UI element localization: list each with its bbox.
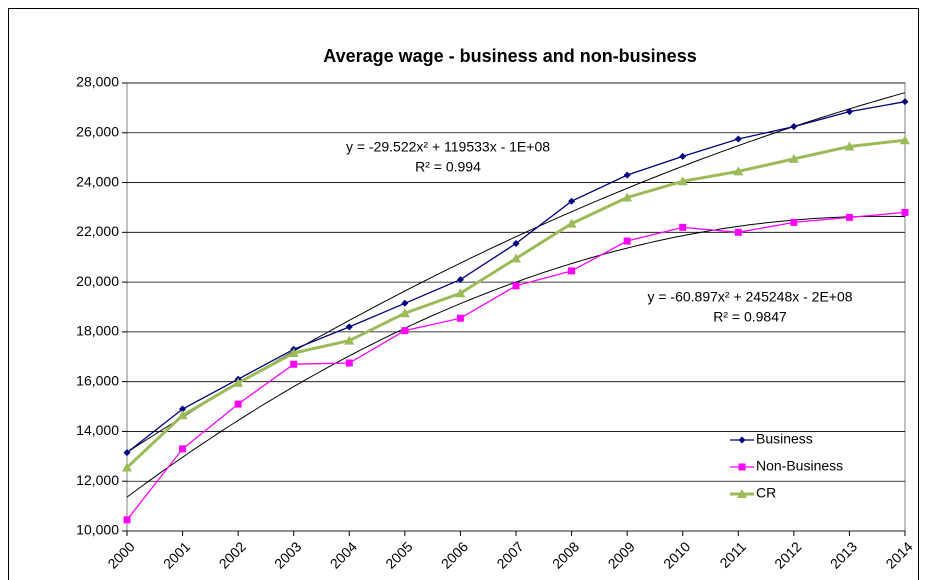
point bbox=[566, 218, 577, 228]
point bbox=[290, 360, 298, 368]
y-tick-label: 22,000 bbox=[76, 223, 119, 239]
point bbox=[512, 282, 520, 290]
point bbox=[234, 400, 242, 408]
legend-marker bbox=[738, 463, 746, 471]
point bbox=[622, 192, 633, 202]
point bbox=[845, 108, 853, 116]
trend-r2: R² = 0.9847 bbox=[713, 309, 787, 325]
point bbox=[401, 299, 409, 307]
point bbox=[511, 253, 521, 263]
y-tick-label: 12,000 bbox=[76, 472, 119, 488]
point bbox=[456, 276, 464, 284]
point bbox=[623, 171, 631, 179]
y-tick-label: 20,000 bbox=[76, 273, 119, 289]
y-tick-label: 10,000 bbox=[76, 522, 119, 538]
legend-label: Non-Business bbox=[756, 458, 843, 474]
trendline bbox=[126, 215, 906, 498]
point bbox=[790, 218, 798, 226]
y-tick-label: 28,000 bbox=[76, 74, 119, 90]
point bbox=[679, 152, 687, 160]
point bbox=[679, 223, 687, 231]
plot-area bbox=[126, 82, 906, 532]
point bbox=[845, 213, 853, 221]
point bbox=[123, 449, 131, 457]
point bbox=[512, 240, 520, 248]
y-tick-label: 26,000 bbox=[76, 123, 119, 139]
y-tick-label: 16,000 bbox=[76, 372, 119, 388]
point bbox=[399, 308, 410, 318]
trend-equation: y = -29.522x² + 119533x - 1E+08 bbox=[346, 139, 550, 155]
point bbox=[623, 237, 631, 245]
point bbox=[345, 359, 353, 367]
point bbox=[179, 405, 187, 413]
point bbox=[288, 348, 299, 358]
point bbox=[177, 410, 188, 420]
point bbox=[233, 377, 244, 387]
trend-r2: R² = 0.994 bbox=[415, 159, 481, 175]
point bbox=[401, 327, 409, 335]
legend-label: Business bbox=[756, 431, 813, 447]
point bbox=[844, 141, 855, 151]
point bbox=[123, 516, 131, 524]
legend-marker bbox=[738, 436, 746, 444]
trend-equation: y = -60.897x² + 245248x - 2E+08 bbox=[647, 289, 852, 305]
point bbox=[734, 135, 742, 143]
point bbox=[677, 176, 688, 186]
chart-title: Average wage - business and non-business bbox=[323, 46, 696, 66]
point bbox=[788, 153, 799, 163]
point bbox=[790, 123, 798, 131]
point bbox=[122, 462, 132, 472]
point bbox=[901, 208, 909, 216]
y-tick-label: 14,000 bbox=[76, 422, 119, 438]
y-tick-label: 18,000 bbox=[76, 323, 119, 339]
point bbox=[901, 98, 909, 106]
point bbox=[733, 166, 744, 176]
point bbox=[456, 314, 464, 322]
y-tick-label: 24,000 bbox=[76, 173, 119, 189]
point bbox=[900, 135, 910, 145]
point bbox=[179, 445, 187, 453]
point bbox=[568, 267, 576, 275]
point bbox=[345, 323, 353, 331]
point bbox=[455, 288, 466, 298]
point bbox=[344, 335, 355, 345]
point bbox=[734, 228, 742, 236]
legend-marker bbox=[737, 489, 747, 498]
point bbox=[568, 197, 576, 205]
legend-label: CR bbox=[756, 485, 776, 501]
